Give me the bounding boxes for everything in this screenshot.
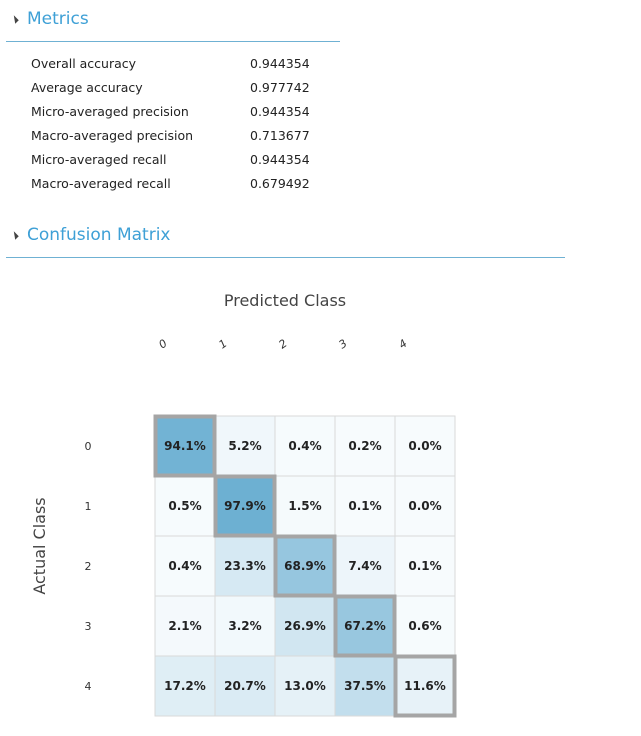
cell-value-label: 0.2% [348,439,381,453]
metric-row: Average accuracy 0.977742 [31,75,330,99]
x-tick-label: 4 [396,337,409,352]
cell-value-label: 13.0% [284,679,326,693]
heatmap-cell [214,475,276,537]
metric-label: Micro-averaged precision [31,103,189,119]
x-tick-label: 1 [216,337,229,352]
cell-value-label: 0.1% [408,559,441,573]
x-tick-label: 2 [276,337,289,352]
heatmap-cell [394,535,456,597]
heatmap-cell [154,535,216,597]
diagonal-highlight [153,414,217,478]
heatmap-cell [154,415,216,477]
metric-row: Micro-averaged recall 0.944354 [31,147,330,171]
metrics-section-header[interactable]: Metrics [8,9,89,29]
diagonal-highlight [273,534,337,598]
heatmap-cell [214,655,276,717]
cell-value-label: 94.1% [164,439,206,453]
cell-value-label: 26.9% [284,619,326,633]
cell-value-label: 20.7% [224,679,266,693]
cell-value-label: 23.3% [224,559,266,573]
x-axis-title: Predicted Class [224,291,346,310]
heatmap-cell [334,415,396,477]
metrics-table: Overall accuracy 0.944354 Average accuracy… [31,51,330,195]
cell-value-label: 67.2% [344,619,386,633]
metric-value: 0.944354 [250,103,310,119]
confusion-section-header[interactable]: Confusion Matrix [8,225,171,245]
metric-value: 0.944354 [250,151,310,167]
metric-label: Macro-averaged recall [31,175,171,191]
diagonal-highlight [333,594,397,658]
metrics-divider [6,41,340,42]
y-tick-label: 1 [85,500,92,513]
cell-value-label: 37.5% [344,679,386,693]
cell-value-label: 0.0% [408,439,441,453]
metric-label: Overall accuracy [31,55,137,71]
metric-row: Macro-averaged precision 0.713677 [31,123,330,147]
heatmap-cell [334,655,396,717]
heatmap-cell [274,535,336,597]
heatmap-cell [154,595,216,657]
cell-value-label: 0.6% [408,619,441,633]
cell-value-label: 68.9% [284,559,326,573]
cell-value-label: 0.1% [348,499,381,513]
y-tick-label: 0 [85,440,92,453]
diagonal-highlight [213,474,277,538]
metric-label: Average accuracy [31,79,143,95]
heatmap-cell [274,415,336,477]
metric-value: 0.944354 [250,55,310,71]
confusion-divider [6,257,565,258]
y-tick-label: 2 [85,560,92,573]
metrics-title: Metrics [27,9,89,29]
heatmap-cell [394,415,456,477]
metric-label: Micro-averaged recall [31,151,167,167]
confusion-matrix-title: Confusion Matrix [27,225,171,245]
cell-value-label: 0.4% [168,559,201,573]
heatmap-cell [274,595,336,657]
y-tick-label: 4 [85,680,92,693]
metric-value: 0.679492 [250,175,310,191]
heatmap-cell [334,475,396,537]
heatmap-cell [334,595,396,657]
metric-value: 0.713677 [250,127,310,143]
diagonal-highlight [393,654,457,718]
heatmap-cell [274,655,336,717]
cell-value-label: 0.0% [408,499,441,513]
cell-value-label: 11.6% [404,679,446,693]
metric-label: Macro-averaged precision [31,127,194,143]
heatmap-cell [214,595,276,657]
cell-value-label: 7.4% [348,559,381,573]
cell-value-label: 2.1% [168,619,201,633]
metric-value: 0.977742 [250,79,310,95]
x-tick-label: 0 [156,337,169,352]
heatmap-cell [154,655,216,717]
heatmap-cell [154,475,216,537]
heatmap-cell [394,475,456,537]
y-axis-title: Actual Class [30,497,49,594]
cell-value-label: 0.5% [168,499,201,513]
y-tick-label: 3 [85,620,92,633]
cell-value-label: 5.2% [228,439,261,453]
cell-value-label: 0.4% [288,439,321,453]
cell-value-label: 17.2% [164,679,206,693]
heatmap-cell [274,475,336,537]
cell-value-label: 3.2% [228,619,261,633]
cell-value-label: 1.5% [288,499,321,513]
heatmap-cell [214,535,276,597]
x-tick-label: 3 [336,337,349,352]
metric-row: Overall accuracy 0.944354 [31,51,330,75]
heatmap-cell [214,415,276,477]
metric-row: Macro-averaged recall 0.679492 [31,171,330,195]
metric-row: Micro-averaged precision 0.944354 [31,99,330,123]
cell-value-label: 97.9% [224,499,266,513]
